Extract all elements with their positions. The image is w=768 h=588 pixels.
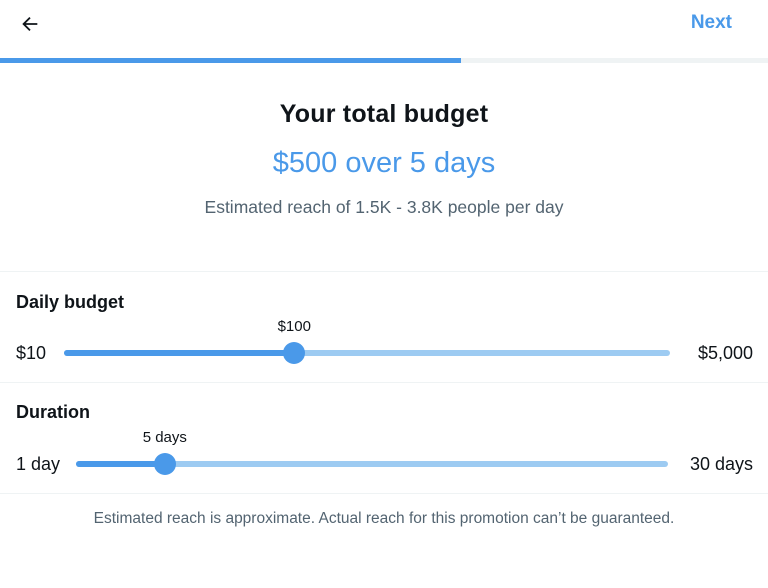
duration-max: 30 days — [689, 454, 753, 474]
daily-budget-slider-fill — [64, 350, 295, 356]
summary-amount: $500 over 5 days — [272, 147, 496, 179]
divider — [0, 493, 768, 494]
step-progress-bar — [0, 58, 768, 63]
daily-budget-min: $10 — [16, 343, 47, 363]
duration-min: 1 day — [16, 454, 61, 474]
duration-slider[interactable] — [76, 453, 668, 475]
daily-budget-max: $5,000 — [697, 343, 753, 363]
daily-budget-label: Daily budget — [16, 292, 125, 312]
duration-section: Duration 5 days 1 day 30 days — [0, 383, 768, 493]
daily-budget-slider-thumb[interactable] — [283, 342, 306, 364]
reach-disclaimer: Estimated reach is approximate. Actual r… — [93, 510, 675, 527]
next-button[interactable]: Next — [690, 12, 732, 33]
daily-budget-slider[interactable] — [64, 342, 670, 364]
duration-slider-fill — [76, 461, 165, 467]
daily-budget-value: $100 — [277, 318, 311, 335]
divider — [0, 271, 768, 272]
duration-value: 5 days — [142, 429, 187, 446]
summary-reach: Estimated reach of 1.5K - 3.8K people pe… — [204, 197, 564, 217]
arrow-left-icon — [22, 16, 38, 32]
header: Next — [0, 0, 768, 58]
duration-slider-thumb[interactable] — [153, 453, 176, 475]
daily-budget-section: Daily budget $100 $10 $5,000 — [0, 272, 768, 382]
back-button[interactable] — [14, 8, 46, 40]
divider — [0, 382, 768, 383]
duration-label: Duration — [16, 402, 90, 422]
budget-summary: Your total budget $500 over 5 days Estim… — [0, 100, 768, 218]
summary-title: Your total budget — [279, 100, 489, 128]
step-progress-fill — [0, 58, 461, 63]
